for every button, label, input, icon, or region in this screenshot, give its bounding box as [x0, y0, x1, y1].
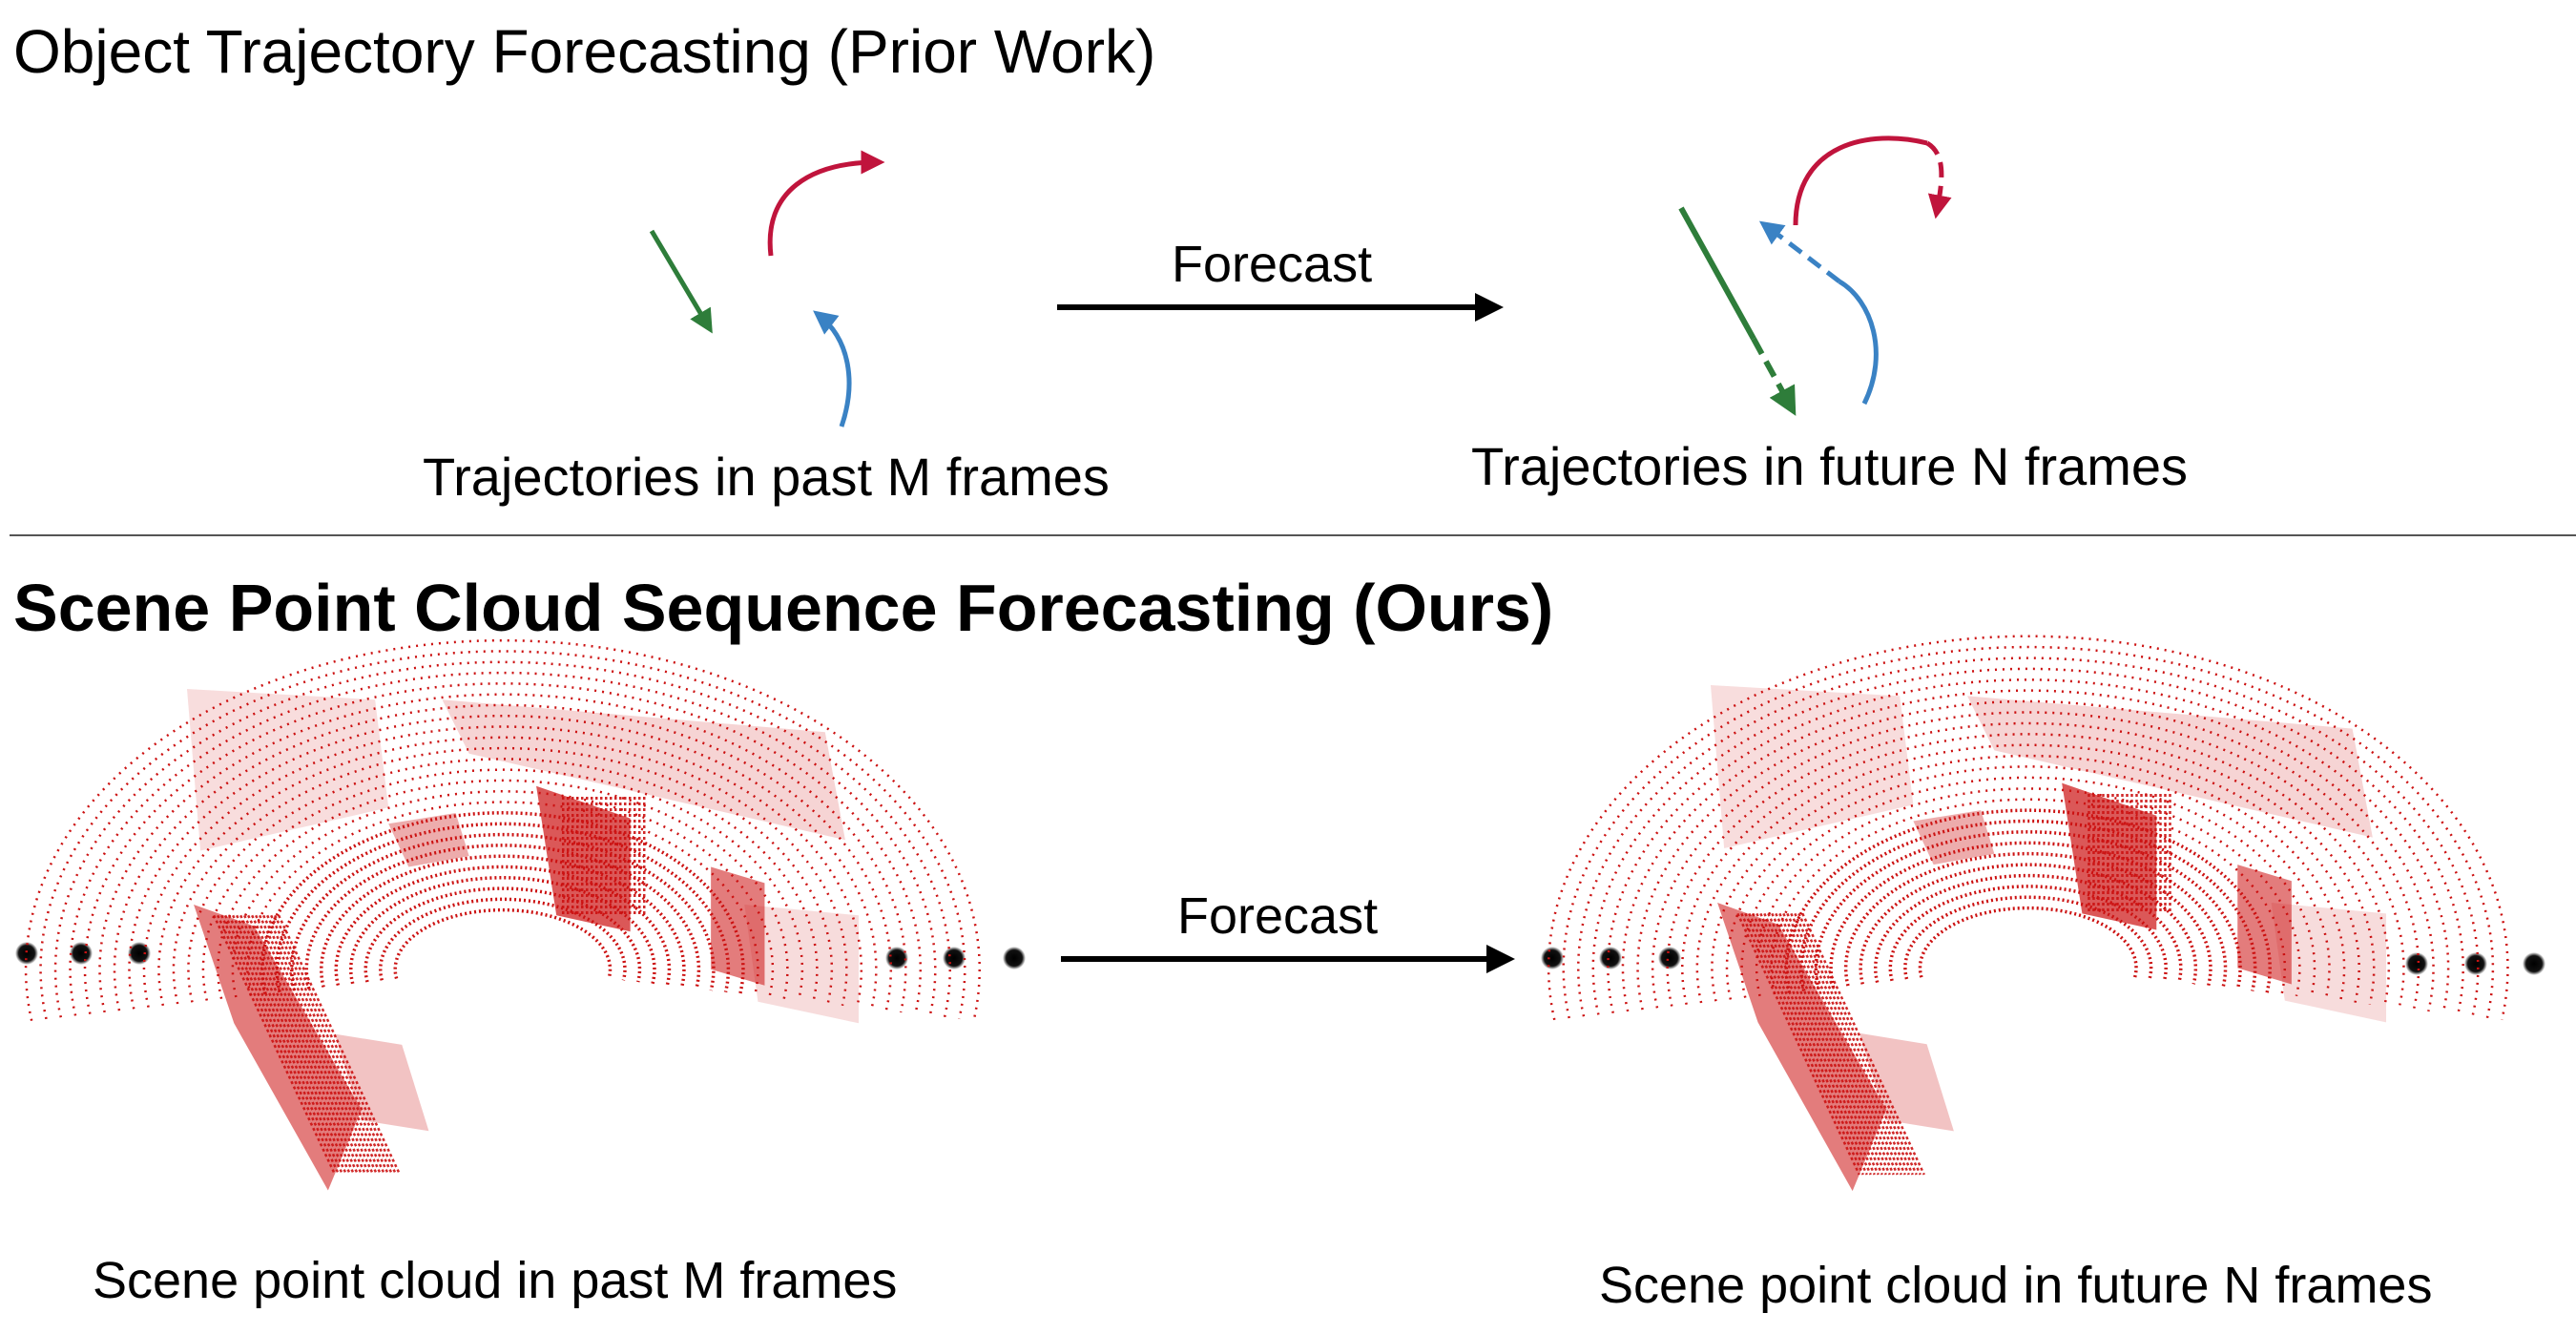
- blue-trajectory-past: [813, 310, 852, 427]
- past-trajectories-label: Trajectories in past M frames: [423, 447, 1110, 507]
- green-trajectory-forecast: [1751, 337, 1797, 416]
- ellipsis-left: [15, 942, 151, 965]
- ours-title: Scene Point Cloud Sequence Forecasting (…: [13, 571, 1554, 645]
- forecast-label-top: Forecast: [1172, 236, 1373, 293]
- red-trajectory-forecast: [1925, 140, 1952, 219]
- ellipsis-mid-left: [885, 947, 1026, 969]
- red-trajectory-past: [767, 150, 885, 257]
- ellipsis-dots: [15, 942, 2545, 975]
- point-cloud-future-image: [1547, 635, 2509, 1192]
- green-trajectory-past: [649, 229, 713, 334]
- red-trajectory-solid: [1793, 135, 1928, 226]
- past-trajectories: [649, 150, 885, 427]
- point-cloud-past-image: [24, 639, 981, 1191]
- forecast-label-bottom: Forecast: [1177, 887, 1379, 945]
- future-point-cloud-label: Scene point cloud in future N frames: [1599, 1257, 2433, 1314]
- past-point-cloud-label: Scene point cloud in past M frames: [93, 1252, 898, 1309]
- future-trajectories-label: Trajectories in future N frames: [1471, 436, 2189, 496]
- blue-trajectory-solid: [1838, 279, 1879, 406]
- blue-trajectory-forecast: [1758, 220, 1841, 283]
- green-trajectory-solid: [1678, 206, 1756, 341]
- prior-work-title: Object Trajectory Forecasting (Prior Wor…: [13, 17, 1156, 86]
- future-trajectories: [1678, 135, 1952, 416]
- ellipsis-mid-right: [1541, 947, 1681, 969]
- ellipsis-right: [2405, 952, 2545, 975]
